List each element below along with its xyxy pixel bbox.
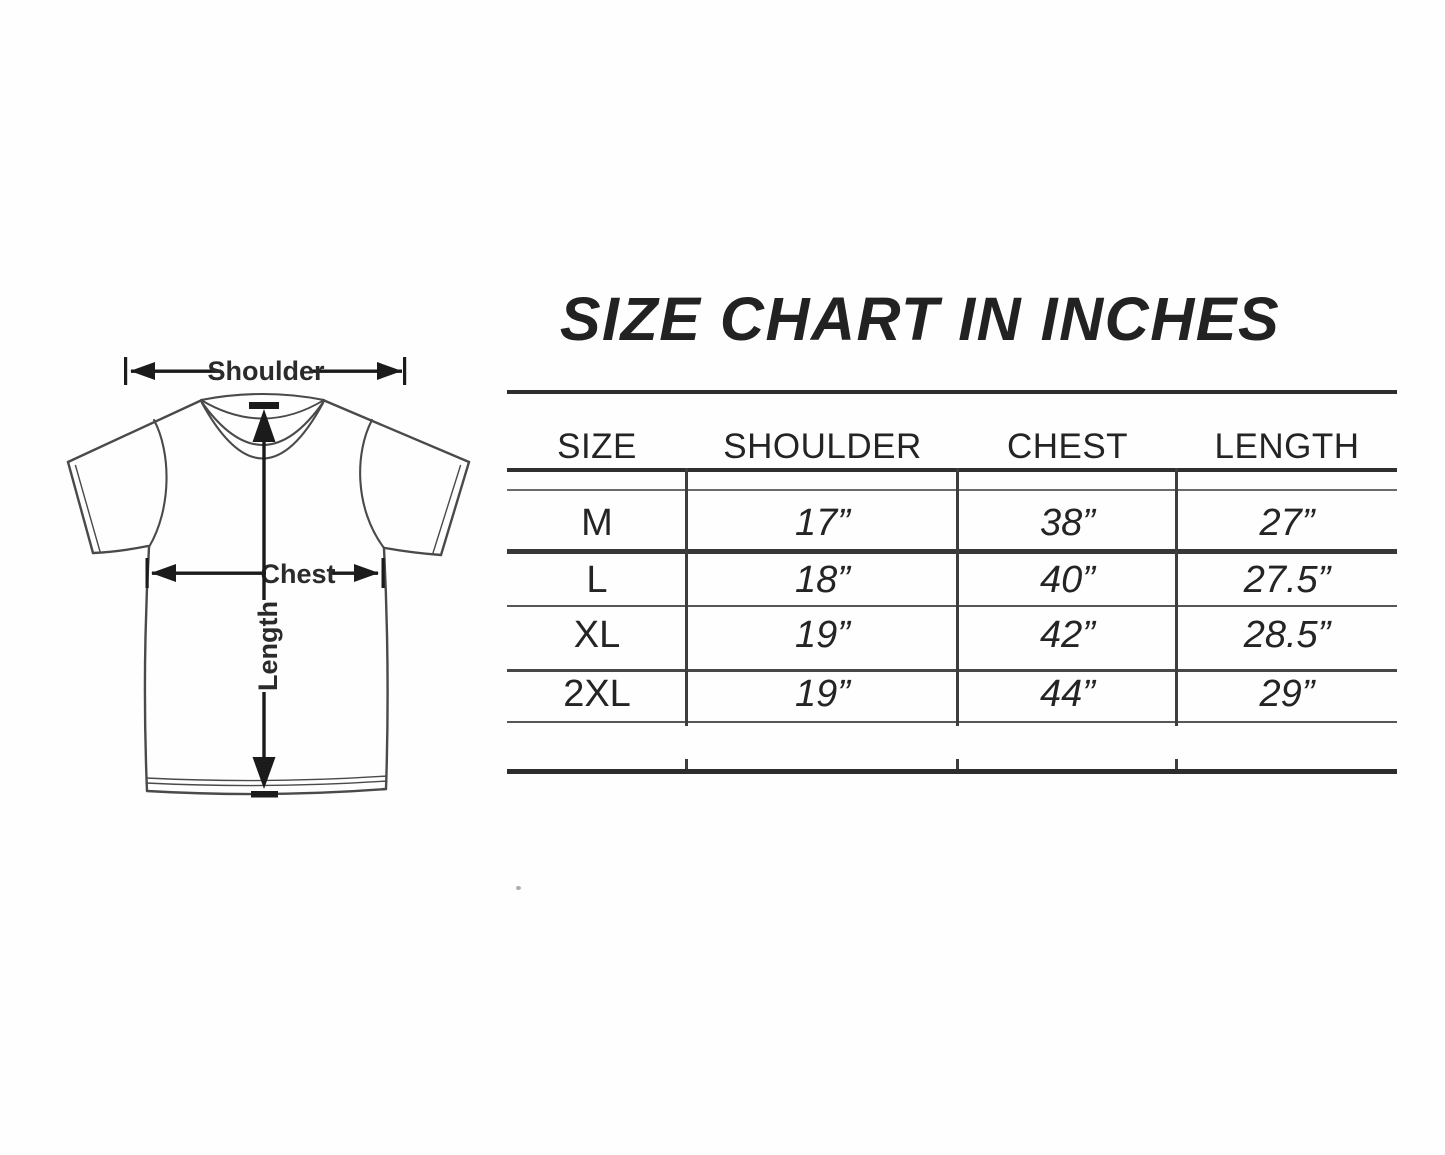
table-row-xl-length: 28.5” bbox=[1243, 614, 1331, 656]
table-row-l-length: 27.5” bbox=[1243, 559, 1331, 601]
table-rule-below-header bbox=[507, 468, 1397, 472]
table-row-2xl-chest: 44” bbox=[1040, 673, 1095, 715]
tshirt-measurement-diagram: Shoulder Chest Length bbox=[66, 356, 471, 798]
table-column-divider bbox=[956, 468, 959, 726]
column-header-length: LENGTH bbox=[1214, 427, 1360, 466]
length-dimension-label: Length bbox=[253, 601, 283, 691]
table-column-divider-nub bbox=[685, 759, 688, 769]
table-row-l-chest: 40” bbox=[1040, 559, 1095, 601]
column-header-shoulder: SHOULDER bbox=[723, 427, 922, 466]
table-rule-bottom bbox=[507, 769, 1397, 774]
table-row-m-length: 27” bbox=[1259, 502, 1315, 544]
column-header-size: SIZE bbox=[557, 427, 637, 466]
table-row-2xl-size: 2XL bbox=[563, 673, 631, 715]
table-row-xl-size: XL bbox=[573, 614, 621, 656]
table-row-2xl-length: 29” bbox=[1259, 673, 1315, 715]
table-row-l-size: L bbox=[586, 559, 608, 601]
column-header-chest: CHEST bbox=[1006, 427, 1129, 466]
shoulder-dimension-label: Shoulder bbox=[207, 356, 324, 386]
table-rule-below-2xl bbox=[507, 721, 1397, 723]
shoulder-dimension-arrow bbox=[124, 357, 407, 385]
page-title: SIZE CHART IN INCHES bbox=[559, 285, 1281, 353]
length-dimension-arrow bbox=[249, 402, 279, 798]
table-row-2xl-shoulder: 19” bbox=[795, 673, 850, 715]
table-row-m-shoulder: 17” bbox=[795, 502, 850, 544]
table-column-divider bbox=[1175, 468, 1178, 726]
chest-dimension-label: Chest bbox=[260, 559, 335, 589]
table-column-divider bbox=[685, 468, 688, 726]
table-rule-thin bbox=[507, 489, 1397, 491]
table-column-divider-nub bbox=[1175, 759, 1178, 769]
table-rule-below-l bbox=[507, 605, 1397, 607]
table-rule-below-xl bbox=[507, 669, 1397, 672]
table-row-l-shoulder: 18” bbox=[795, 559, 850, 601]
table-rule-below-m bbox=[507, 549, 1397, 554]
tshirt-outline bbox=[66, 392, 471, 796]
table-column-divider-nub bbox=[956, 759, 959, 769]
table-row-m-size: M bbox=[581, 502, 613, 544]
stray-mark bbox=[516, 886, 521, 890]
size-table: SIZE SHOULDER CHEST LENGTH M 17” 38” 27”… bbox=[507, 390, 1397, 783]
chest-dimension-arrow bbox=[145, 558, 385, 588]
table-row-m-chest: 38” bbox=[1040, 502, 1095, 544]
table-row-xl-shoulder: 19” bbox=[795, 614, 850, 656]
table-rule-top bbox=[507, 390, 1397, 394]
table-row-xl-chest: 42” bbox=[1040, 614, 1095, 656]
